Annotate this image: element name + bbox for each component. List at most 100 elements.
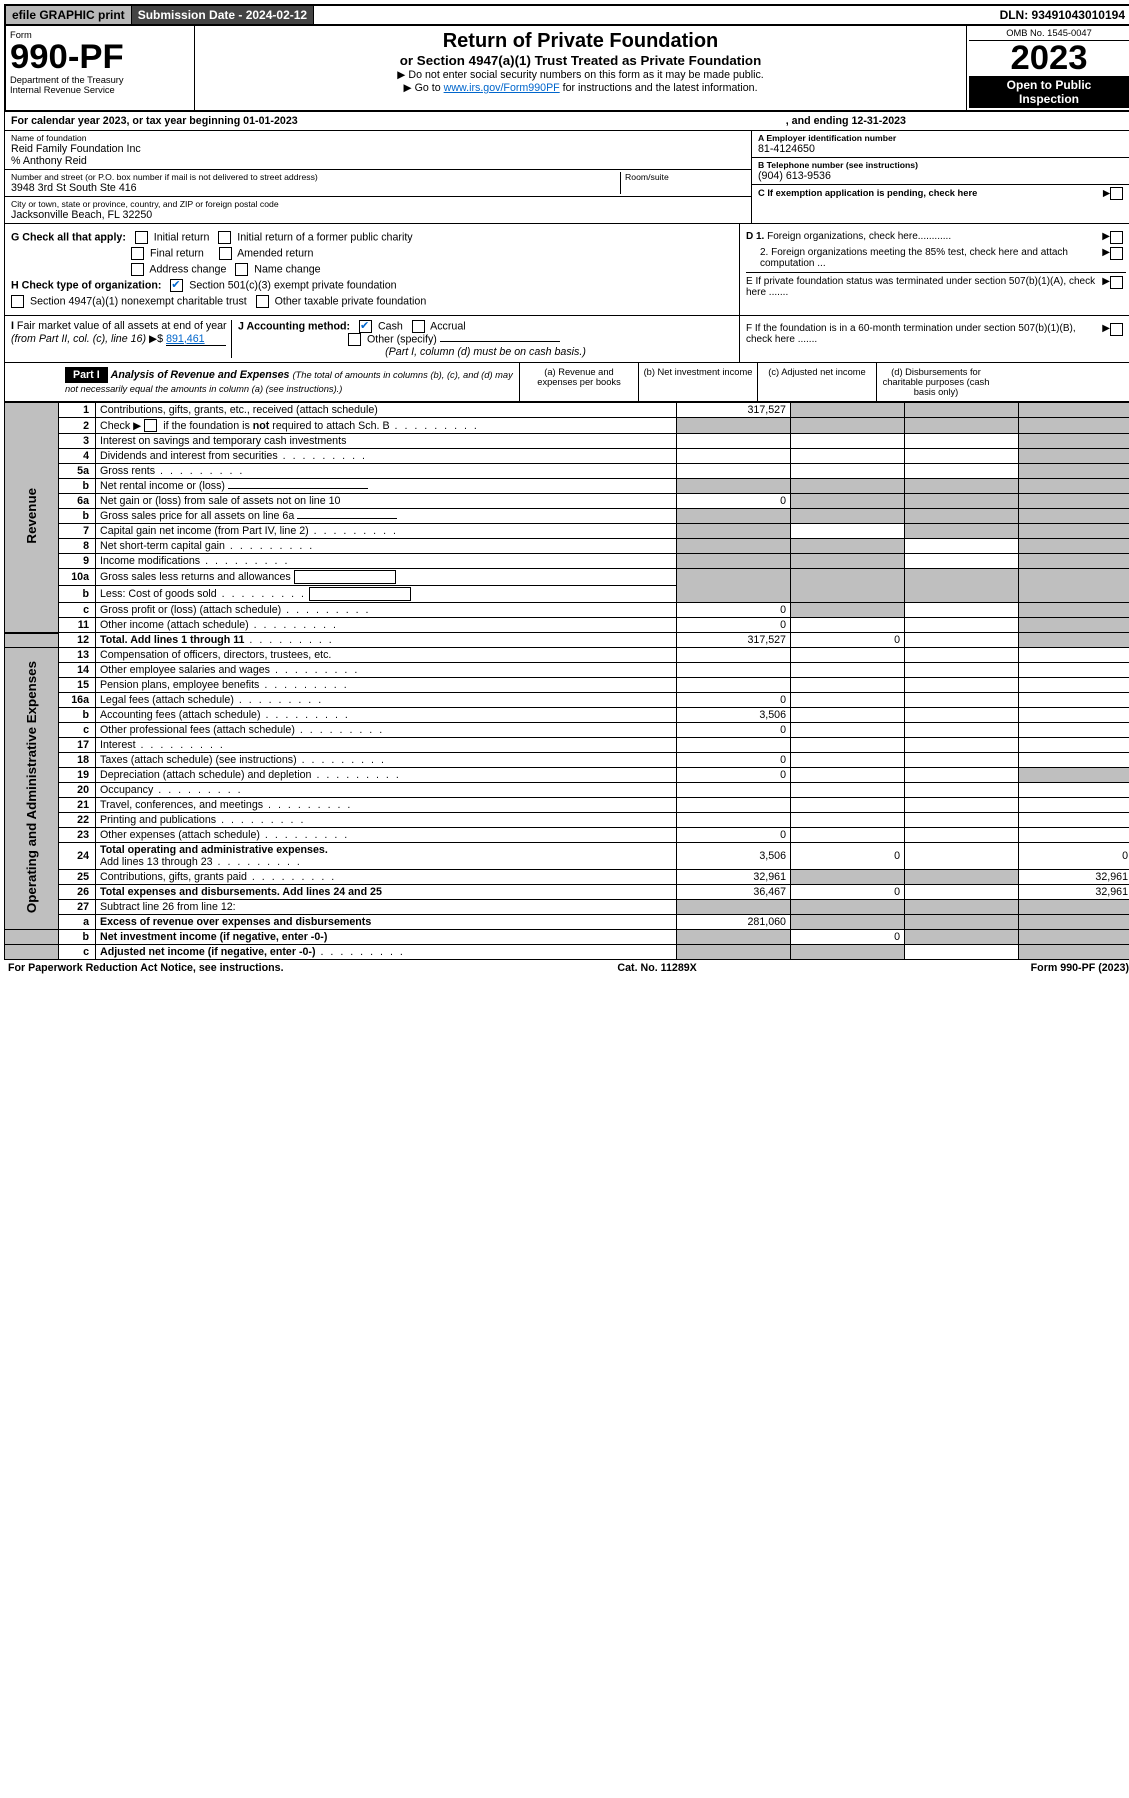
f-checkbox[interactable]	[1110, 323, 1123, 336]
row-25: 25Contributions, gifts, grants paid32,96…	[5, 870, 1129, 885]
row-13: Operating and Administrative Expenses 13…	[5, 648, 1129, 663]
row-19: 19Depreciation (attach schedule) and dep…	[5, 768, 1129, 783]
row-5b: bNet rental income or (loss)	[5, 479, 1129, 494]
row-16c: cOther professional fees (attach schedul…	[5, 723, 1129, 738]
j-note: (Part I, column (d) must be on cash basi…	[238, 346, 733, 358]
form-footer: Form 990-PF (2023)	[1031, 962, 1129, 974]
arrow-icon: ▶	[1102, 247, 1110, 269]
g-initial-former-label: Initial return of a former public charit…	[237, 231, 412, 243]
row-9: 9Income modifications	[5, 554, 1129, 569]
row-11: 11Other income (attach schedule)0	[5, 618, 1129, 633]
row-22: 22Printing and publications	[5, 813, 1129, 828]
g-initial-label: Initial return	[154, 231, 210, 243]
ssn-warning: ▶ Do not enter social security numbers o…	[199, 68, 962, 81]
row-7: 7Capital gain net income (from Part IV, …	[5, 524, 1129, 539]
row-27b: bNet investment income (if negative, ent…	[5, 930, 1129, 945]
row-1: Revenue 1Contributions, gifts, grants, e…	[5, 402, 1129, 417]
g-final-checkbox[interactable]	[131, 247, 144, 260]
d2-label: 2. Foreign organizations meeting the 85%…	[746, 247, 1102, 269]
j-other-checkbox[interactable]	[348, 333, 361, 346]
street-address: 3948 3rd St South Ste 416	[11, 182, 620, 194]
h-501c3-checkbox[interactable]	[170, 279, 183, 292]
g-initial-checkbox[interactable]	[135, 231, 148, 244]
row-27c: cAdjusted net income (if negative, enter…	[5, 945, 1129, 960]
col-b-header: (b) Net investment income	[638, 363, 757, 401]
goto-instr: ▶ Go to www.irs.gov/Form990PF for instru…	[199, 81, 962, 94]
g-name-checkbox[interactable]	[235, 263, 248, 276]
j-cash-label: Cash	[378, 320, 403, 332]
arrow-icon: ▶	[1103, 188, 1110, 199]
row-14: 14Other employee salaries and wages	[5, 663, 1129, 678]
arrow-icon: ▶	[1102, 276, 1110, 298]
row-6a: 6aNet gain or (loss) from sale of assets…	[5, 494, 1129, 509]
calendar-year-row: For calendar year 2023, or tax year begi…	[4, 112, 1129, 131]
g-amended-checkbox[interactable]	[219, 247, 232, 260]
row-6b: bGross sales price for all assets on lin…	[5, 509, 1129, 524]
row-5a: 5aGross rents	[5, 464, 1129, 479]
h-501c3-label: Section 501(c)(3) exempt private foundat…	[189, 279, 396, 291]
check-section-gh: G Check all that apply: Initial return I…	[4, 224, 1129, 316]
row-23: 23Other expenses (attach schedule)0	[5, 828, 1129, 843]
form-header: Form 990-PF Department of the Treasury I…	[4, 26, 1129, 112]
revenue-sidelabel: Revenue	[24, 488, 39, 544]
ein-label: A Employer identification number	[758, 133, 1126, 143]
submission-date: Submission Date - 2024-02-12	[132, 6, 314, 24]
goto-post: for instructions and the latest informat…	[560, 82, 758, 94]
row-2: 2Check ▶ if the foundation is not requir…	[5, 417, 1129, 434]
paperwork-notice: For Paperwork Reduction Act Notice, see …	[8, 962, 284, 974]
row-18: 18Taxes (attach schedule) (see instructi…	[5, 753, 1129, 768]
row-20: 20Occupancy	[5, 783, 1129, 798]
phone-value: (904) 613-9536	[758, 170, 1126, 182]
row-27a: aExcess of revenue over expenses and dis…	[5, 915, 1129, 930]
city-label: City or town, state or province, country…	[11, 199, 745, 209]
d2-checkbox[interactable]	[1110, 247, 1123, 260]
h-4947-checkbox[interactable]	[11, 295, 24, 308]
filer-info: Name of foundation Reid Family Foundatio…	[4, 131, 1129, 224]
row-27: 27Subtract line 26 from line 12:	[5, 900, 1129, 915]
city-state-zip: Jacksonville Beach, FL 32250	[11, 209, 745, 221]
room-label: Room/suite	[625, 172, 745, 182]
cal-begin: For calendar year 2023, or tax year begi…	[11, 115, 298, 127]
e-checkbox[interactable]	[1110, 276, 1123, 289]
cal-end: , and ending 12-31-2023	[786, 115, 906, 127]
return-subtitle: or Section 4947(a)(1) Trust Treated as P…	[199, 53, 962, 68]
j-cash-checkbox[interactable]	[359, 320, 372, 333]
cat-number: Cat. No. 11289X	[617, 962, 696, 974]
form990pf-link[interactable]: www.irs.gov/Form990PF	[444, 82, 560, 94]
j-other-label: Other (specify)	[367, 333, 437, 345]
row-16a: 16aLegal fees (attach schedule)0	[5, 693, 1129, 708]
dept-treasury: Department of the Treasury	[10, 75, 190, 85]
row-17: 17Interest	[5, 738, 1129, 753]
d1-label: Foreign organizations, check here.......…	[767, 231, 951, 242]
care-of: % Anthony Reid	[11, 155, 745, 167]
h-other-checkbox[interactable]	[256, 295, 269, 308]
part1-badge: Part I	[65, 367, 108, 383]
g-label: G Check all that apply:	[11, 231, 126, 243]
efile-button[interactable]: efile GRAPHIC print	[6, 6, 132, 24]
g-initial-former-checkbox[interactable]	[218, 231, 231, 244]
col-d-header: (d) Disbursements for charitable purpose…	[876, 363, 995, 401]
arrow-icon: ▶	[1102, 323, 1110, 345]
row-4: 4Dividends and interest from securities	[5, 449, 1129, 464]
g-addr-checkbox[interactable]	[131, 263, 144, 276]
row-8: 8Net short-term capital gain	[5, 539, 1129, 554]
col-c-header: (c) Adjusted net income	[757, 363, 876, 401]
row-24: 24Total operating and administrative exp…	[5, 843, 1129, 870]
fmv-link[interactable]: 891,461	[166, 333, 226, 346]
check-section-ijf: I Fair market value of all assets at end…	[4, 316, 1129, 363]
j-accrual-label: Accrual	[430, 320, 466, 332]
ein-value: 81-4124650	[758, 143, 1126, 155]
j-accrual-checkbox[interactable]	[412, 320, 425, 333]
arrow-icon: ▶	[1102, 231, 1110, 244]
foundation-name: Reid Family Foundation Inc	[11, 143, 745, 155]
c-pending-label: C If exemption application is pending, c…	[758, 188, 1103, 198]
addr-label: Number and street (or P.O. box number if…	[11, 172, 620, 182]
c-pending-checkbox[interactable]	[1110, 187, 1123, 200]
irs-label: Internal Revenue Service	[10, 85, 190, 95]
schb-checkbox[interactable]	[144, 419, 157, 432]
d1-checkbox[interactable]	[1110, 231, 1123, 244]
open-to-public: Open to PublicInspection	[969, 76, 1129, 108]
goto-pre: ▶ Go to	[403, 82, 443, 94]
h-other-label: Other taxable private foundation	[275, 295, 427, 307]
form-number: 990-PF	[10, 40, 190, 75]
